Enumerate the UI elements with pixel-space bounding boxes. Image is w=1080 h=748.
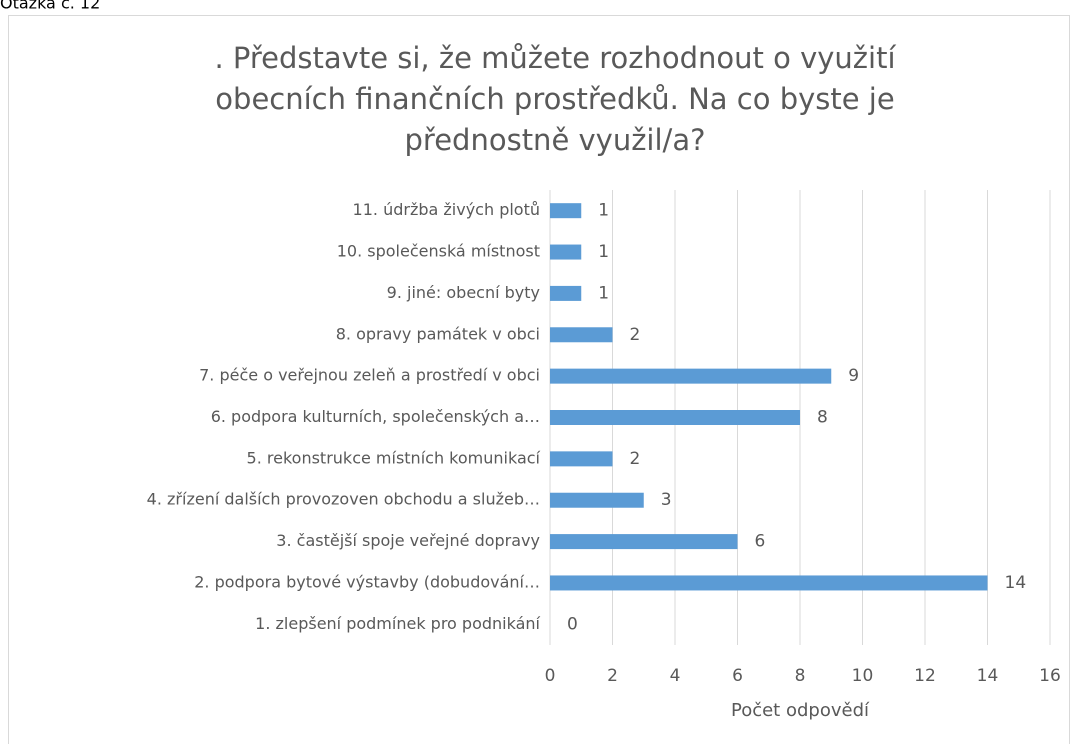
data-label: 9 (848, 366, 859, 386)
x-tick-label: 0 (545, 666, 556, 686)
x-tick-label: 12 (914, 666, 936, 686)
bar (550, 368, 832, 384)
bar (550, 285, 582, 301)
page-header: Otázka č. 12 (0, 0, 100, 13)
data-label: 0 (567, 614, 578, 634)
y-tick-label: 10. společenská místnost (337, 242, 540, 261)
x-tick-label: 16 (1039, 666, 1061, 686)
x-tick-label: 2 (607, 666, 618, 686)
y-tick-label: 11. údržba živých plotů (353, 200, 540, 219)
bar (550, 244, 582, 260)
data-label: 8 (817, 408, 828, 428)
x-tick-label: 4 (670, 666, 681, 686)
chart-title: přednostně využil/a? (405, 123, 706, 157)
data-label: 2 (630, 325, 641, 345)
y-tick-label: 6. podpora kulturních, společenských a… (211, 407, 540, 426)
y-tick-label: 3. častější spoje veřejné dopravy (276, 531, 540, 550)
bar (550, 492, 644, 508)
y-tick-label: 2. podpora bytové výstavby (dobudování… (194, 572, 540, 591)
x-tick-label: 14 (977, 666, 999, 686)
data-label: 14 (1005, 573, 1027, 593)
data-label: 2 (630, 449, 641, 469)
y-tick-label: 5. rekonstrukce místních komunikací (247, 448, 541, 467)
chart-title: . Představte si, že můžete rozhodnout o … (214, 41, 896, 75)
data-label: 1 (598, 283, 609, 303)
bar (550, 410, 800, 425)
x-axis-label: Počet odpovědí (731, 700, 870, 721)
data-label: 1 (598, 201, 609, 221)
bar (550, 451, 613, 467)
y-tick-label: 9. jiné: obecní byty (387, 283, 540, 302)
chart-title: obecních finančních prostředků. Na co by… (215, 82, 894, 116)
data-label: 6 (755, 532, 766, 552)
data-label: 3 (661, 490, 672, 510)
y-tick-label: 4. zřízení dalších provozoven obchodu a … (147, 490, 540, 509)
bar (550, 575, 988, 591)
x-tick-label: 8 (795, 666, 806, 686)
data-label: 1 (598, 242, 609, 262)
x-tick-label: 6 (732, 666, 743, 686)
bar (550, 534, 738, 550)
y-tick-label: 7. péče o veřejnou zeleň a prostředí v o… (199, 366, 540, 385)
y-tick-label: 1. zlepšení podmínek pro podnikání (255, 614, 540, 633)
bar (550, 203, 582, 219)
bar (550, 327, 613, 343)
chart-border (8, 15, 1070, 748)
x-tick-label: 10 (852, 666, 874, 686)
y-tick-label: 8. opravy památek v obci (336, 324, 540, 343)
